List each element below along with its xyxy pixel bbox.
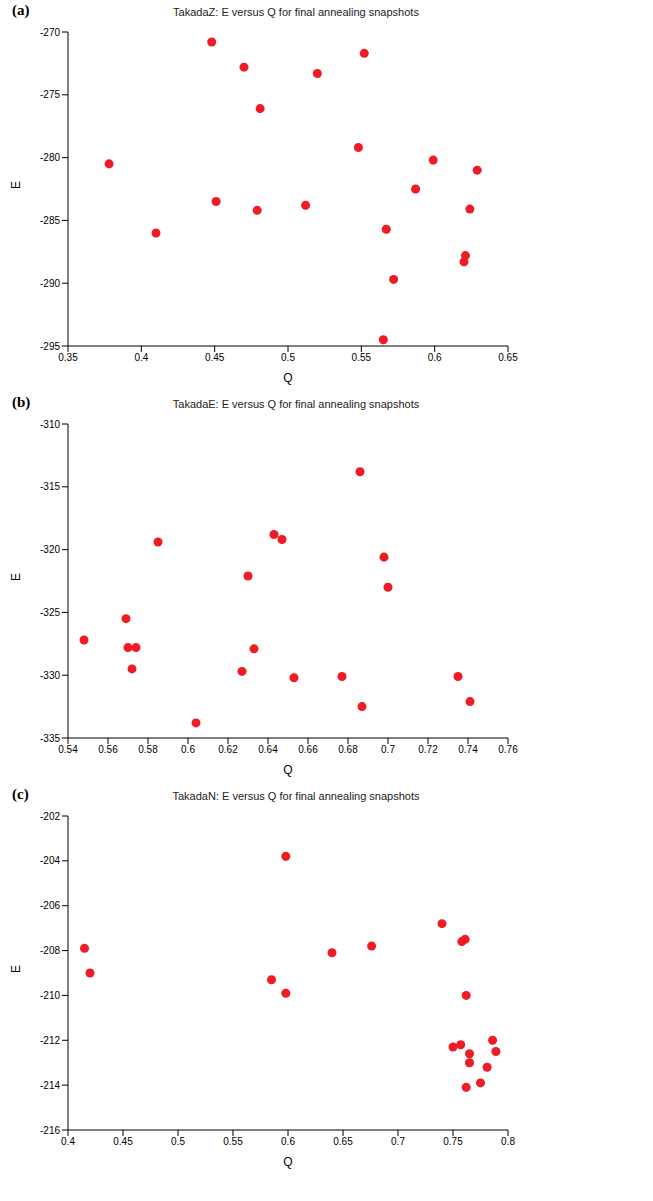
svg-text:Q: Q <box>283 371 292 385</box>
svg-text:E: E <box>9 965 23 973</box>
svg-text:0.6: 0.6 <box>181 744 195 755</box>
svg-text:-295: -295 <box>40 341 60 352</box>
html-text:(b): (b) <box>12 394 31 410</box>
html-text:TakadaN: E versus Q for final: TakadaN: E versus Q for final annealing … <box>172 790 420 802</box>
svg-text:-275: -275 <box>40 89 60 100</box>
svg-text:-204: -204 <box>40 855 60 866</box>
html-text:TakadaZ: E versus Q for final: TakadaZ: E versus Q for final annealing … <box>173 6 419 18</box>
svg-text:0.7: 0.7 <box>381 744 395 755</box>
svg-text:-290: -290 <box>40 278 60 289</box>
svg-text:-285: -285 <box>40 215 60 226</box>
svg-text:-325: -325 <box>40 607 60 618</box>
svg-text:-335: -335 <box>40 733 60 744</box>
svg-text:0.4: 0.4 <box>61 1136 75 1147</box>
svg-text:-280: -280 <box>40 152 60 163</box>
svg-text:0.6: 0.6 <box>281 1136 295 1147</box>
svg-text:-214: -214 <box>40 1080 60 1091</box>
svg-text:-310: -310 <box>40 419 60 430</box>
svg-text:-320: -320 <box>40 544 60 555</box>
svg-text:0.64: 0.64 <box>258 744 278 755</box>
html-text:(c): (c) <box>12 786 29 802</box>
svg-text:0.62: 0.62 <box>218 744 238 755</box>
svg-text:0.55: 0.55 <box>223 1136 243 1147</box>
svg-text:0.68: 0.68 <box>338 744 358 755</box>
svg-text:-212: -212 <box>40 1035 60 1046</box>
svg-text:0.75: 0.75 <box>443 1136 463 1147</box>
svg-text:-270: -270 <box>40 27 60 38</box>
svg-text:Q: Q <box>283 1155 292 1169</box>
svg-text:0.72: 0.72 <box>418 744 438 755</box>
svg-text:Q: Q <box>283 763 292 777</box>
svg-text:0.58: 0.58 <box>138 744 158 755</box>
svg-text:0.65: 0.65 <box>498 352 518 363</box>
svg-text:0.66: 0.66 <box>298 744 318 755</box>
svg-text:0.45: 0.45 <box>205 352 225 363</box>
svg-text:0.55: 0.55 <box>352 352 372 363</box>
svg-text:0.8: 0.8 <box>501 1136 515 1147</box>
html-text:(a): (a) <box>12 2 30 18</box>
html-text:TakadaE: E versus Q for final: TakadaE: E versus Q for final annealing … <box>172 398 420 410</box>
svg-text:-202: -202 <box>40 811 60 822</box>
svg-text:-315: -315 <box>40 481 60 492</box>
svg-text:0.74: 0.74 <box>458 744 478 755</box>
svg-text:0.5: 0.5 <box>281 352 295 363</box>
svg-text:0.76: 0.76 <box>498 744 518 755</box>
svg-text:0.35: 0.35 <box>58 352 78 363</box>
svg-text:0.65: 0.65 <box>333 1136 353 1147</box>
svg-text:-330: -330 <box>40 670 60 681</box>
svg-text:-208: -208 <box>40 945 60 956</box>
svg-text:0.5: 0.5 <box>171 1136 185 1147</box>
svg-text:0.54: 0.54 <box>58 744 78 755</box>
svg-text:E: E <box>9 573 23 581</box>
svg-text:0.7: 0.7 <box>391 1136 405 1147</box>
svg-text:E: E <box>9 181 23 189</box>
svg-text:-206: -206 <box>40 900 60 911</box>
svg-text:-210: -210 <box>40 990 60 1001</box>
svg-text:0.6: 0.6 <box>428 352 442 363</box>
svg-text:0.56: 0.56 <box>98 744 118 755</box>
svg-text:-216: -216 <box>40 1125 60 1136</box>
svg-text:0.4: 0.4 <box>134 352 148 363</box>
svg-text:0.45: 0.45 <box>113 1136 133 1147</box>
